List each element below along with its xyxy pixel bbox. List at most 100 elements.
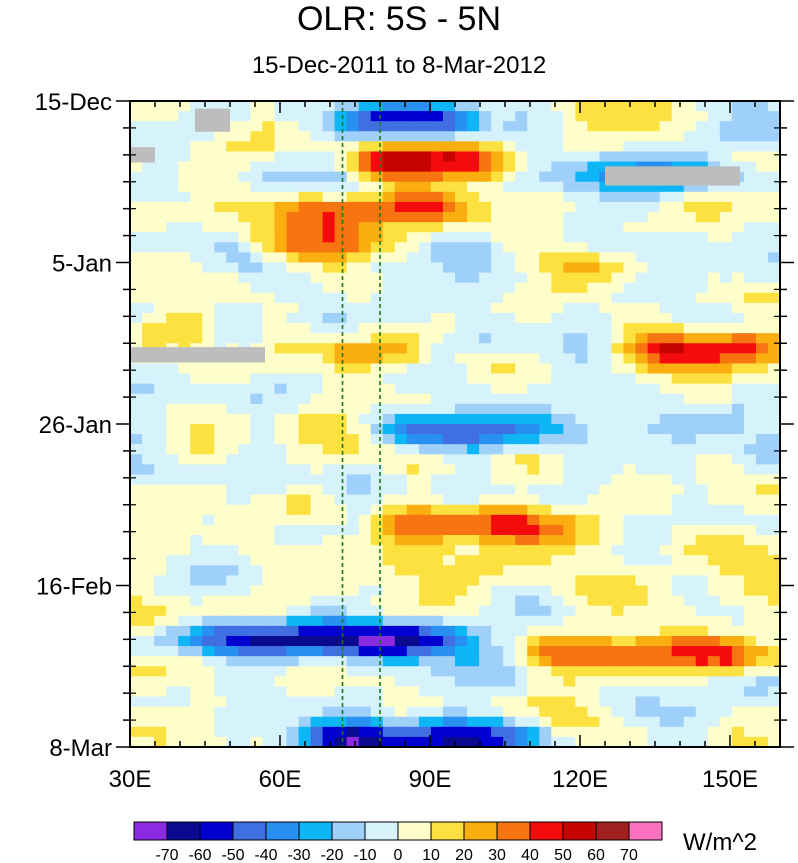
heat-cell [647, 252, 661, 264]
heat-cell [767, 171, 781, 183]
heat-cell [575, 585, 589, 597]
heat-cell [322, 282, 336, 294]
heat-cell [671, 323, 685, 334]
heat-cell [563, 413, 576, 425]
heat-cell [635, 212, 649, 223]
heat-cell [491, 464, 504, 476]
heat-cell [394, 464, 408, 476]
heat-cell [154, 646, 167, 657]
heat-cell [755, 686, 769, 698]
heat-cell [406, 585, 420, 597]
heat-cell [154, 625, 167, 637]
heat-cell [130, 292, 143, 304]
heat-cell [479, 716, 492, 728]
heat-cell [334, 474, 348, 486]
heat-cell [743, 252, 757, 264]
heat-cell [731, 575, 745, 587]
heat-cell [370, 726, 384, 738]
heat-cell [563, 131, 576, 142]
heat-cell [635, 666, 649, 677]
heat-cell [551, 666, 564, 677]
heat-cell [527, 424, 540, 435]
heat-cell [743, 312, 757, 324]
heat-cell [310, 151, 324, 163]
heat-cell [467, 323, 480, 334]
heat-cell [491, 131, 504, 142]
heat-cell [719, 393, 733, 405]
heat-cell [322, 575, 336, 587]
heat-cell [250, 383, 264, 395]
heat-cell [599, 323, 613, 334]
heat-cell [142, 514, 155, 526]
heat-cell [479, 111, 492, 122]
heat-cell [274, 252, 288, 264]
heat-cell [334, 434, 348, 445]
heat-cell [767, 201, 781, 213]
heat-cell [286, 444, 300, 455]
heat-cell [611, 585, 625, 597]
heat-cell [262, 565, 276, 576]
heat-cell [238, 484, 251, 496]
heat-cell [707, 686, 721, 698]
heat-cell [190, 252, 203, 264]
heat-cell [731, 514, 745, 526]
heat-cell [406, 373, 420, 385]
heat-cell [142, 161, 155, 173]
heat-cell [346, 373, 360, 385]
heat-cell [587, 726, 601, 738]
heat-cell [130, 736, 143, 748]
heat-cell [226, 484, 239, 496]
heat-cell [743, 736, 757, 748]
heat-cell [262, 262, 276, 274]
heat-cell [707, 696, 721, 708]
heat-cell [190, 585, 203, 597]
heat-cell [767, 242, 781, 253]
heat-cell [358, 444, 372, 455]
heat-cell [274, 646, 288, 657]
heat-cell [683, 181, 697, 193]
heat-cell [298, 676, 312, 688]
heat-cell [707, 302, 721, 314]
heat-cell [719, 272, 733, 284]
heat-cell [503, 151, 516, 163]
heat-cell [527, 676, 540, 688]
heat-cell [166, 504, 179, 516]
heat-cell [286, 403, 300, 415]
heat-cell [527, 272, 540, 284]
heat-cell [659, 383, 673, 395]
heat-cell [467, 454, 480, 465]
heat-cell [442, 363, 456, 375]
heat-cell [767, 696, 781, 708]
heat-cell [322, 444, 336, 455]
heat-cell [515, 191, 528, 203]
heat-cell [515, 232, 528, 243]
heat-cell [623, 555, 637, 566]
heat-cell [719, 191, 733, 203]
heat-cell [334, 171, 348, 183]
heat-cell [214, 504, 227, 516]
heat-cell [178, 595, 191, 607]
heat-cell [394, 101, 408, 112]
heat-cell [767, 393, 781, 405]
heat-cell [322, 292, 336, 304]
heat-cell [695, 312, 709, 324]
heat-cell [647, 666, 661, 677]
heat-cell [358, 171, 372, 183]
heat-cell [166, 181, 179, 193]
heat-cell [587, 676, 601, 688]
heat-cell [358, 131, 372, 142]
heat-cell [130, 212, 143, 223]
heat-cell [563, 222, 576, 233]
heat-cell [539, 565, 552, 576]
heat-cell [406, 333, 420, 344]
heat-cell [743, 444, 757, 455]
heat-cell [250, 373, 264, 385]
heat-cell [310, 403, 324, 415]
heat-cell [370, 373, 384, 385]
heat-cell [683, 353, 697, 365]
heat-cell [202, 676, 215, 688]
heat-cell [647, 151, 661, 163]
heat-cell [286, 353, 300, 365]
heat-cell [515, 393, 528, 405]
heat-cell [515, 736, 528, 748]
